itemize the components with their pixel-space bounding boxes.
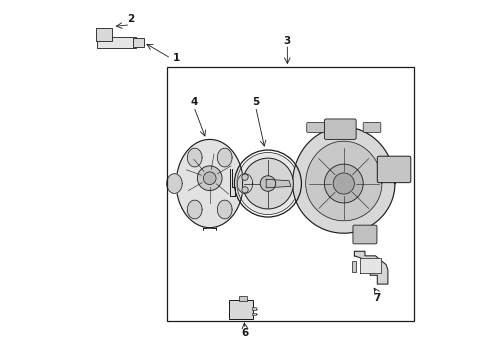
Polygon shape: [306, 141, 382, 221]
FancyBboxPatch shape: [229, 300, 253, 319]
Polygon shape: [360, 258, 381, 274]
FancyBboxPatch shape: [353, 225, 377, 244]
Circle shape: [243, 158, 294, 209]
Circle shape: [260, 176, 276, 191]
Polygon shape: [237, 174, 253, 193]
Text: 7: 7: [373, 293, 381, 303]
Polygon shape: [167, 174, 182, 193]
Polygon shape: [187, 200, 202, 219]
Circle shape: [237, 153, 299, 215]
Circle shape: [333, 173, 354, 194]
Text: 5: 5: [252, 98, 259, 107]
FancyBboxPatch shape: [377, 156, 411, 183]
Polygon shape: [218, 200, 232, 219]
FancyBboxPatch shape: [324, 119, 356, 139]
Polygon shape: [354, 251, 388, 284]
Circle shape: [242, 174, 248, 180]
Circle shape: [242, 187, 248, 193]
FancyBboxPatch shape: [307, 122, 324, 132]
Polygon shape: [266, 179, 291, 188]
Text: 1: 1: [172, 53, 180, 63]
FancyBboxPatch shape: [363, 122, 381, 132]
Bar: [239, 296, 247, 301]
Bar: [168, 67, 415, 321]
Bar: [133, 38, 144, 47]
Bar: [96, 28, 112, 41]
Text: 2: 2: [127, 14, 134, 24]
Bar: [97, 37, 136, 48]
Polygon shape: [293, 127, 395, 233]
Text: 3: 3: [284, 36, 291, 46]
Polygon shape: [218, 148, 232, 167]
Circle shape: [197, 166, 222, 190]
Polygon shape: [187, 148, 202, 167]
Text: 6: 6: [242, 328, 248, 338]
Circle shape: [324, 164, 363, 203]
Bar: [252, 312, 256, 315]
Text: 4: 4: [190, 98, 197, 107]
Bar: [252, 307, 256, 310]
Polygon shape: [176, 139, 243, 228]
Bar: [351, 261, 356, 272]
Circle shape: [203, 172, 216, 185]
